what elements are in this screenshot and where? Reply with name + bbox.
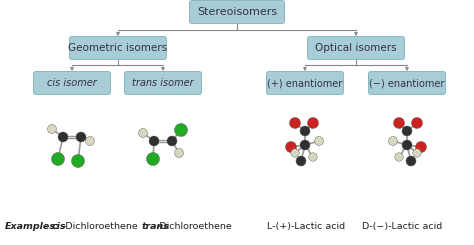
Circle shape bbox=[47, 124, 56, 134]
Circle shape bbox=[309, 153, 317, 161]
Circle shape bbox=[72, 155, 84, 168]
Circle shape bbox=[413, 149, 421, 157]
Text: cis isomer: cis isomer bbox=[47, 78, 97, 88]
Circle shape bbox=[174, 148, 183, 158]
Circle shape bbox=[138, 128, 147, 137]
Text: -Dichloroethene: -Dichloroethene bbox=[63, 221, 139, 231]
FancyBboxPatch shape bbox=[125, 72, 201, 95]
Circle shape bbox=[296, 156, 306, 166]
Text: D-(−)-Lactic acid: D-(−)-Lactic acid bbox=[362, 221, 442, 231]
Circle shape bbox=[149, 136, 159, 146]
Text: Stereoisomers: Stereoisomers bbox=[197, 7, 277, 17]
FancyBboxPatch shape bbox=[190, 0, 284, 24]
Circle shape bbox=[389, 136, 398, 146]
Circle shape bbox=[58, 132, 68, 142]
Circle shape bbox=[308, 118, 319, 128]
Circle shape bbox=[290, 118, 301, 128]
Circle shape bbox=[411, 118, 422, 128]
Circle shape bbox=[300, 140, 310, 150]
FancyBboxPatch shape bbox=[266, 72, 344, 95]
Circle shape bbox=[146, 152, 159, 166]
Circle shape bbox=[174, 123, 188, 136]
Circle shape bbox=[393, 118, 404, 128]
Circle shape bbox=[85, 136, 94, 146]
FancyBboxPatch shape bbox=[34, 72, 110, 95]
Circle shape bbox=[76, 132, 86, 142]
Text: Examples:: Examples: bbox=[5, 221, 60, 231]
FancyBboxPatch shape bbox=[70, 37, 166, 60]
FancyBboxPatch shape bbox=[308, 37, 404, 60]
Circle shape bbox=[52, 152, 64, 166]
Text: cis: cis bbox=[52, 221, 66, 231]
FancyBboxPatch shape bbox=[368, 72, 446, 95]
Text: trans isomer: trans isomer bbox=[132, 78, 194, 88]
Text: (+) enantiomer: (+) enantiomer bbox=[267, 78, 343, 88]
Text: trans: trans bbox=[142, 221, 170, 231]
Circle shape bbox=[315, 136, 323, 146]
Circle shape bbox=[291, 149, 299, 157]
Circle shape bbox=[395, 153, 403, 161]
Text: Geometric isomers: Geometric isomers bbox=[68, 43, 168, 53]
Circle shape bbox=[167, 136, 177, 146]
Text: L-(+)-Lactic acid: L-(+)-Lactic acid bbox=[267, 221, 345, 231]
Text: -Dichloroethene: -Dichloroethene bbox=[157, 221, 233, 231]
Circle shape bbox=[406, 156, 416, 166]
Circle shape bbox=[402, 140, 412, 150]
Circle shape bbox=[285, 142, 297, 152]
Circle shape bbox=[300, 126, 310, 136]
Circle shape bbox=[416, 142, 427, 152]
Circle shape bbox=[402, 126, 412, 136]
Text: Optical isomers: Optical isomers bbox=[315, 43, 397, 53]
Text: (−) enantiomer: (−) enantiomer bbox=[369, 78, 445, 88]
